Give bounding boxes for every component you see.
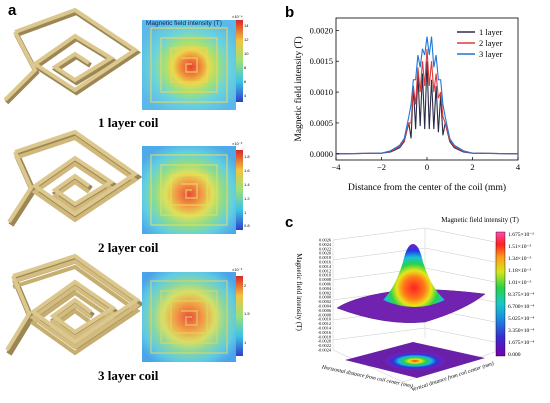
heatmap-1-tick: 10 [244,51,249,56]
series-line-1 [335,61,519,155]
heatmap-2-layer [142,146,243,234]
surface-z-tick: 0.0008 [319,277,331,282]
panel-a-letter: a [8,2,17,19]
coil-1-layer-illustration [3,7,142,105]
legend-label-2: 2 layer [479,38,503,48]
surface-z-tick: 0.0020 [319,251,331,256]
surface-colorbar-tick: 1.18×10⁻³ [508,268,531,274]
surface-z-tick: 0.0018 [319,255,331,260]
surface-z-tick: 0.0010 [319,273,331,278]
surface-colorbar-tick: 0.000 [508,352,521,358]
heatmap-2-tick: 1.4 [244,182,250,187]
surface-z-tick: -0.0006 [318,308,332,313]
surface-z-tick: 0.0022 [319,246,331,251]
heatmap-1-tick: 4 [244,93,247,98]
heatmap-3-tick: 1.5 [244,311,250,316]
heatmap-2-tick: 1.8 [244,154,250,159]
heatmap-2-tick: 1 [244,210,247,215]
heatmap-2-exponent: ×10⁻³ [232,141,243,146]
y-tick-label: 0.0005 [310,118,333,128]
heatmap-title: Magnetic field intensity (T) [146,20,222,27]
heatmap-1-tick: 6 [244,79,247,84]
x-tick-label: −2 [377,162,386,172]
coil-caption-2: 2 layer coil [98,240,159,255]
surface-z-tick: -0.0024 [318,348,332,353]
heatmap-3-exponent: ×10⁻³ [232,267,243,272]
surface-colorbar-tick: 3.350×10⁻⁴ [508,328,534,334]
surface-z-tick: -0.0014 [318,326,332,331]
heatmap-3-tick: 2 [244,283,247,288]
surface-z-tick: 0.0004 [319,286,332,291]
panel-b-letter: b [285,4,295,21]
heatmap-1-exponent: ×10⁻⁴ [232,14,243,19]
y-tick-label: 0.0000 [310,149,333,159]
heatmap-1-layer [142,20,243,110]
x-tick-label: 0 [425,162,429,172]
y-tick-label: 0.0010 [310,87,333,97]
surface-floor-projection [345,342,485,378]
x-tick-label: −4 [331,162,341,172]
y-tick-label: 0.0015 [310,56,333,66]
surface-z-tick: -0.0012 [318,321,331,326]
surface-z-tick: -0.0004 [318,304,332,309]
surface-z-tick: 0.0024 [319,242,332,247]
heatmap-3-layer [142,272,243,362]
heatmap-2-tick: 0.8 [244,223,250,228]
series-line-2 [335,48,519,155]
panel-c-surface: 0.00260.00240.00220.00200.00180.00160.00… [295,216,534,393]
surface-colorbar-tick: 1.01×10⁻³ [508,280,531,286]
surface-z-tick: 0.0000 [319,295,331,300]
surface-colorbar-title: Magnetic field intensity (T) [441,216,519,224]
surface-colorbar-tick: 1.34×10⁻³ [508,256,531,262]
surface-z-tick: 0.0026 [319,238,332,243]
surface-z-tick: -0.0018 [318,334,331,339]
surface-z-tick: -0.0010 [318,317,331,322]
panel-a [3,7,243,362]
heatmap-1-tick: 8 [244,65,247,70]
heatmap-2-tick: 1.2 [244,196,250,201]
surface-colorbar-tick: 6.700×10⁻⁴ [508,304,534,310]
surface-z-tick: -0.0022 [318,343,331,348]
surface-z-tick: 0.0014 [319,264,332,269]
coil-3-layer-illustration [5,253,145,356]
x-axis-label: Distance from the center of the coil (mm… [348,182,506,193]
surface-field-peak [336,244,486,323]
surface-colorbar-tick: 1.675×10⁻⁴ [508,340,534,346]
surface-colorbar-tick: 1.51×10⁻³ [508,244,531,250]
surface-colorbar-tick: 1.675×10⁻³ [508,232,534,238]
surface-z-label: Magnetic field intensity (T) [295,253,303,331]
x-tick-label: 4 [516,162,521,172]
surface-z-tick: -0.0016 [318,330,332,335]
legend-label-3: 3 layer [479,49,503,59]
panel-c-letter: c [285,214,294,231]
surface-z-tick: -0.0020 [318,339,331,344]
surface-colorbar [495,231,506,357]
surface-z-tick: 0.0002 [319,290,331,295]
heatmap-3-tick: 1 [244,340,247,345]
coil-caption-3: 3 layer coil [98,368,159,383]
y-axis-label: Magnetic field intensity (T) [293,36,304,141]
coil-2-layer-illustration [7,129,143,227]
coil-caption-1: 1 layer coil [98,115,159,130]
heatmap-1-tick: 12 [244,37,249,42]
heatmap-2-tick: 1.6 [244,168,250,173]
y-tick-label: 0.0020 [310,25,333,35]
legend-label-1: 1 layer [479,27,503,37]
surface-z-tick: 0.0012 [319,268,331,273]
surface-colorbar-tick: 5.025×10⁻⁴ [508,316,534,322]
x-tick-label: 2 [470,162,474,172]
heatmap-1-tick: 14 [244,23,249,28]
surface-z-tick: -0.0008 [318,312,331,317]
panel-b-chart: −4 −2 0 2 4 0.0000 0.0005 0.0010 0.0015 0.0020 1 … [293,17,521,193]
surface-z-tick: 0.0006 [319,282,332,287]
surface-colorbar-tick: 8.375×10⁻⁴ [508,292,534,298]
surface-z-tick: 0.0016 [319,260,332,265]
surface-z-tick: -0.0002 [318,299,331,304]
series-line-3 [335,36,519,155]
